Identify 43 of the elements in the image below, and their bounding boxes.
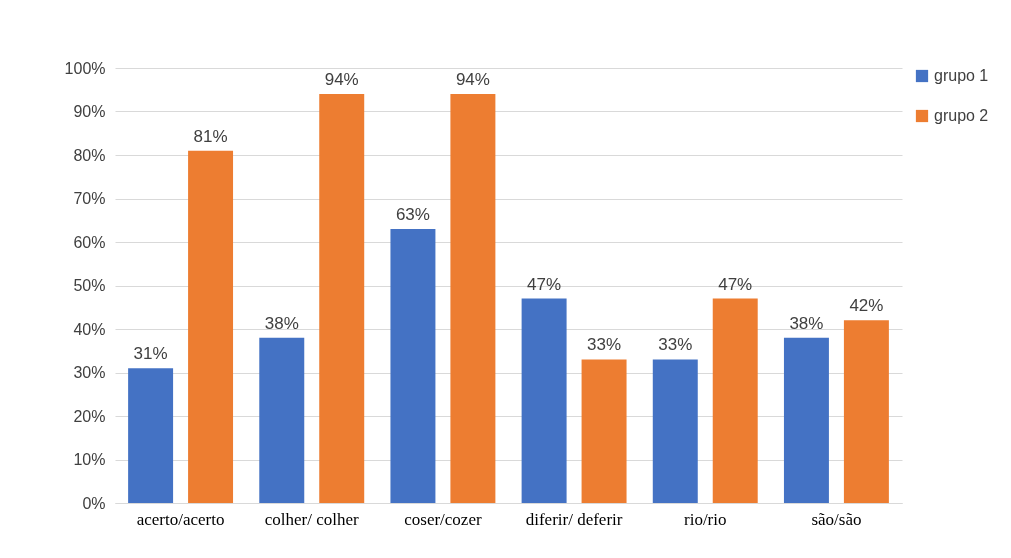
data-label: 47%: [527, 274, 562, 294]
data-label: 38%: [264, 313, 299, 333]
x-tick-label: rio/rio: [684, 509, 727, 529]
x-tick-label: colher/ colher: [264, 509, 360, 529]
data-label: 42%: [849, 296, 884, 316]
data-label: 33%: [658, 335, 693, 355]
y-tick-label: 20%: [73, 407, 106, 425]
bar: [259, 337, 305, 503]
data-label: 63%: [395, 204, 430, 224]
y-tick-label: 80%: [73, 146, 106, 164]
legend-label: grupo 2: [934, 107, 989, 124]
bar: [712, 298, 758, 503]
bar: [581, 359, 627, 503]
y-tick-label: 70%: [73, 190, 106, 207]
bar: [128, 368, 174, 503]
data-label: 31%: [133, 344, 168, 364]
data-label: 38%: [789, 313, 824, 333]
legend-label: grupo 1: [934, 67, 989, 84]
y-tick-label: 90%: [73, 103, 106, 120]
bar: [843, 320, 889, 503]
bar: [521, 298, 567, 503]
y-tick-label: 30%: [73, 364, 106, 381]
y-tick-label: 50%: [73, 277, 106, 294]
x-tick-label: são/são: [811, 509, 862, 529]
data-label: 33%: [587, 335, 622, 355]
y-tick-label: 10%: [73, 451, 106, 468]
y-tick-label: 40%: [73, 320, 106, 338]
bar: [652, 359, 698, 503]
bar: [783, 337, 829, 503]
bar: [188, 150, 234, 503]
y-tick-label: 0%: [82, 494, 106, 512]
bar: [450, 94, 496, 503]
data-label: 94%: [324, 70, 359, 90]
data-label: 81%: [193, 126, 228, 146]
y-tick-label: 100%: [64, 59, 106, 77]
data-label: 94%: [455, 70, 490, 90]
x-tick-label: acerto/acerto: [136, 509, 225, 529]
data-label: 47%: [718, 274, 753, 294]
x-tick-label: diferir/ deferir: [525, 509, 623, 529]
bar: [319, 94, 365, 503]
x-tick-label: coser/cozer: [404, 509, 482, 529]
y-tick-label: 60%: [73, 233, 106, 251]
bar: [390, 228, 436, 503]
